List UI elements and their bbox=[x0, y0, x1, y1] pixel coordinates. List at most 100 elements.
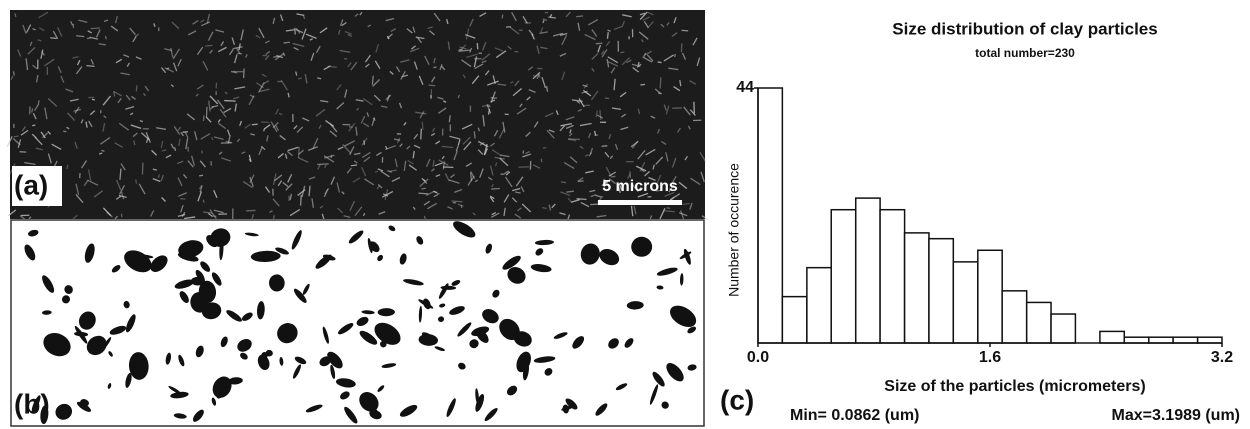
texture bbox=[296, 126, 304, 133]
texture bbox=[581, 90, 588, 94]
texture bbox=[420, 128, 422, 140]
particle bbox=[319, 356, 331, 367]
texture bbox=[274, 53, 284, 61]
texture bbox=[418, 192, 429, 195]
particle bbox=[277, 323, 298, 344]
texture bbox=[599, 109, 602, 120]
texture bbox=[102, 207, 112, 217]
texture bbox=[152, 168, 157, 171]
particle bbox=[580, 243, 600, 265]
texture bbox=[289, 193, 293, 201]
texture bbox=[343, 215, 351, 218]
texture bbox=[668, 67, 679, 71]
texture bbox=[609, 155, 614, 160]
texture bbox=[181, 211, 186, 217]
y-tick-label: 44 bbox=[736, 79, 754, 96]
texture bbox=[655, 189, 662, 192]
texture bbox=[130, 124, 142, 130]
texture bbox=[7, 209, 17, 217]
particle bbox=[192, 409, 204, 422]
texture bbox=[249, 176, 254, 187]
texture bbox=[165, 154, 172, 159]
texture bbox=[477, 127, 480, 132]
texture bbox=[679, 79, 682, 87]
particle bbox=[453, 221, 476, 238]
particle bbox=[170, 391, 189, 399]
particle bbox=[80, 399, 90, 407]
texture bbox=[74, 141, 78, 150]
texture bbox=[201, 21, 210, 27]
texture bbox=[584, 90, 590, 95]
particle bbox=[178, 240, 204, 258]
particle bbox=[24, 244, 36, 261]
texture bbox=[403, 121, 407, 126]
texture bbox=[336, 83, 342, 91]
texture bbox=[643, 52, 647, 57]
texture bbox=[208, 100, 211, 112]
texture bbox=[372, 117, 376, 121]
texture bbox=[299, 194, 302, 206]
particle bbox=[190, 292, 209, 313]
texture bbox=[540, 46, 548, 50]
texture bbox=[387, 169, 393, 173]
texture bbox=[352, 177, 361, 183]
texture bbox=[642, 56, 653, 63]
texture bbox=[213, 189, 218, 199]
texture bbox=[223, 107, 232, 114]
texture bbox=[286, 150, 293, 157]
particle bbox=[381, 363, 397, 368]
texture bbox=[640, 168, 645, 173]
texture bbox=[151, 149, 158, 156]
texture bbox=[435, 140, 441, 145]
texture bbox=[38, 27, 45, 32]
texture bbox=[542, 206, 547, 210]
texture bbox=[442, 161, 445, 170]
texture bbox=[367, 24, 372, 28]
texture bbox=[593, 130, 597, 136]
texture bbox=[525, 150, 530, 155]
texture bbox=[486, 104, 492, 114]
texture bbox=[577, 177, 584, 182]
particle bbox=[377, 385, 385, 392]
texture bbox=[622, 14, 632, 18]
texture bbox=[462, 74, 467, 79]
texture bbox=[376, 185, 380, 190]
texture bbox=[395, 66, 401, 73]
texture bbox=[361, 166, 367, 177]
texture bbox=[344, 140, 356, 147]
particle bbox=[340, 391, 350, 400]
texture bbox=[251, 123, 258, 126]
texture bbox=[621, 57, 631, 66]
particle bbox=[679, 251, 692, 260]
texture bbox=[118, 122, 130, 131]
texture bbox=[205, 44, 213, 47]
particle bbox=[210, 228, 231, 247]
texture bbox=[312, 137, 319, 150]
texture bbox=[465, 162, 472, 167]
texture bbox=[371, 75, 374, 85]
texture bbox=[512, 187, 521, 192]
particle bbox=[482, 309, 499, 324]
texture bbox=[363, 140, 366, 145]
texture bbox=[613, 25, 623, 30]
texture bbox=[101, 149, 105, 152]
texture bbox=[700, 171, 705, 183]
particle bbox=[84, 243, 95, 263]
texture bbox=[270, 121, 278, 133]
texture bbox=[389, 70, 394, 75]
texture bbox=[577, 108, 583, 112]
texture bbox=[541, 77, 547, 89]
texture bbox=[461, 123, 473, 130]
particle bbox=[359, 330, 378, 345]
texture bbox=[469, 18, 474, 27]
texture bbox=[603, 184, 606, 189]
texture bbox=[413, 133, 419, 140]
texture bbox=[448, 179, 460, 184]
texture bbox=[489, 195, 495, 200]
texture bbox=[364, 63, 370, 68]
particle bbox=[124, 250, 152, 273]
bar bbox=[1025, 301, 1052, 344]
texture bbox=[481, 60, 487, 64]
texture bbox=[407, 159, 414, 165]
particle bbox=[418, 305, 423, 323]
